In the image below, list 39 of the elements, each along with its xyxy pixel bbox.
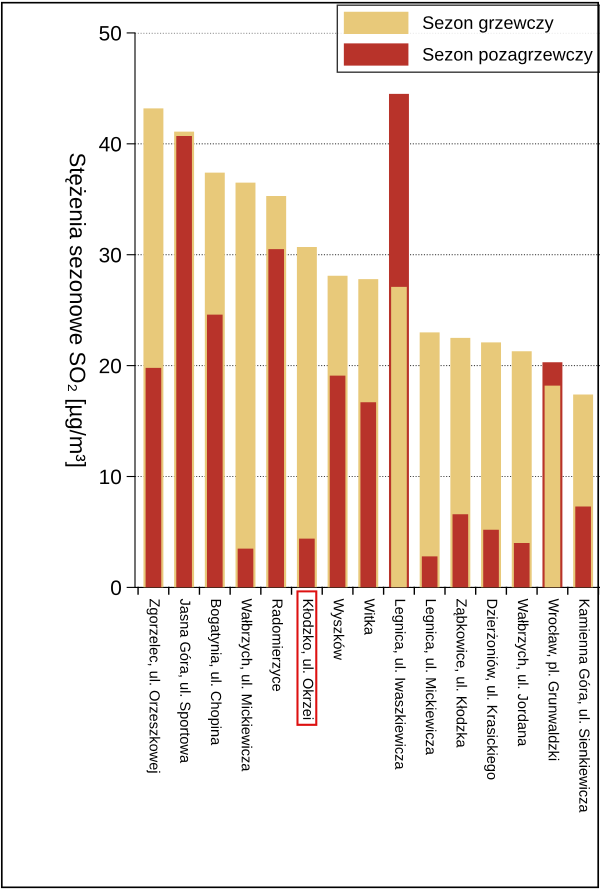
y-tick-label: 20 (100, 358, 121, 374)
bar (483, 530, 499, 588)
x-tick-label: Kamienna Góra, ul. Sienkiewicza (577, 600, 590, 813)
x-tick-label: Legnica, ul. Iwaszkiewicza (392, 600, 406, 770)
y-tick-label: 30 (99, 248, 121, 262)
bar (330, 376, 346, 588)
y-axis-title: Stężenia sezonowe SO₂ [µg/m³] (65, 153, 86, 466)
bar (299, 538, 315, 588)
x-tick-label: Dzierżoniów, ul. Krasickiego (484, 600, 498, 780)
y-tick-label: 0 (111, 580, 121, 596)
x-tick-label: Witka (364, 598, 376, 635)
bar (176, 136, 192, 588)
x-tick-label: Bogatynia, ul. Chopina (208, 600, 222, 746)
x-tick-label: Wałbrzych, ul. Jordana (514, 598, 529, 746)
y-tick-label: 50 (99, 26, 121, 41)
bar (452, 514, 468, 588)
bar (420, 332, 440, 588)
y-tick-label: 40 (99, 136, 121, 152)
bar (268, 249, 284, 588)
bar (575, 506, 591, 588)
bar (238, 548, 254, 588)
bar (514, 543, 530, 588)
x-tick-label: Wyszków (330, 598, 344, 660)
legend-label: Sezon grzewczy (422, 16, 554, 33)
x-tick-label: Legnica, ul. Mickiewicza (422, 600, 436, 755)
x-tick-label: Wałbrzych, ul. Mickiewicza (238, 598, 252, 772)
bar (236, 182, 256, 588)
bar (146, 368, 162, 588)
bar (422, 556, 438, 588)
bar (360, 402, 376, 588)
y-tick-label: 10 (100, 470, 121, 484)
x-tick-label: Wrocław, pl. Grunwaldzki (546, 598, 560, 760)
legend-label: Sezon pozagrzewczy (422, 48, 593, 64)
bar (206, 314, 223, 588)
x-tick-label: Radomierzyce (269, 600, 283, 692)
x-tick-label: Jasna Góra, ul. Sportowa (177, 598, 191, 764)
x-tick-label: Ząbkowice, ul. Kłodzka (454, 598, 468, 748)
x-tick-label: Zgorzelec, ul. Orzeszkowej (146, 598, 160, 773)
x-tick-label: Kłodzko, ul. Okrzei (301, 600, 314, 720)
